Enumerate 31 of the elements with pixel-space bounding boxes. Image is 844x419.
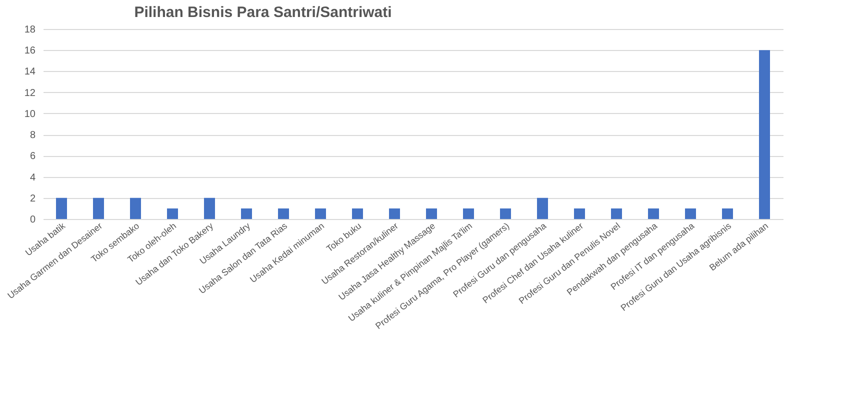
y-tick-label: 8 — [30, 130, 36, 142]
bar — [537, 198, 548, 219]
bar — [426, 208, 437, 219]
bar — [352, 208, 363, 219]
y-tick-label: 16 — [24, 46, 36, 57]
bar — [130, 198, 141, 219]
y-tick-label: 14 — [24, 66, 36, 78]
bar — [315, 208, 326, 219]
bar — [500, 208, 511, 219]
y-tick-label: 12 — [24, 88, 36, 99]
bar — [167, 208, 178, 219]
bar — [204, 198, 215, 219]
chart-title: Pilihan Bisnis Para Santri/Santriwati — [134, 4, 392, 21]
y-tick-label: 2 — [30, 193, 36, 204]
bar — [278, 208, 289, 219]
bar — [389, 208, 400, 219]
y-tick-label: 18 — [24, 24, 36, 36]
bar — [759, 50, 770, 219]
bar — [611, 208, 622, 219]
bar — [574, 208, 585, 219]
y-tick-label: 6 — [30, 151, 36, 162]
y-tick-label: 4 — [30, 172, 36, 184]
bar — [463, 208, 474, 219]
bar — [685, 208, 696, 219]
bar — [241, 208, 252, 219]
bar — [56, 198, 67, 219]
y-tick-label: 0 — [30, 214, 36, 226]
y-tick-label: 10 — [24, 108, 36, 120]
bar — [93, 198, 104, 219]
bar — [648, 208, 659, 219]
bar — [722, 208, 733, 219]
